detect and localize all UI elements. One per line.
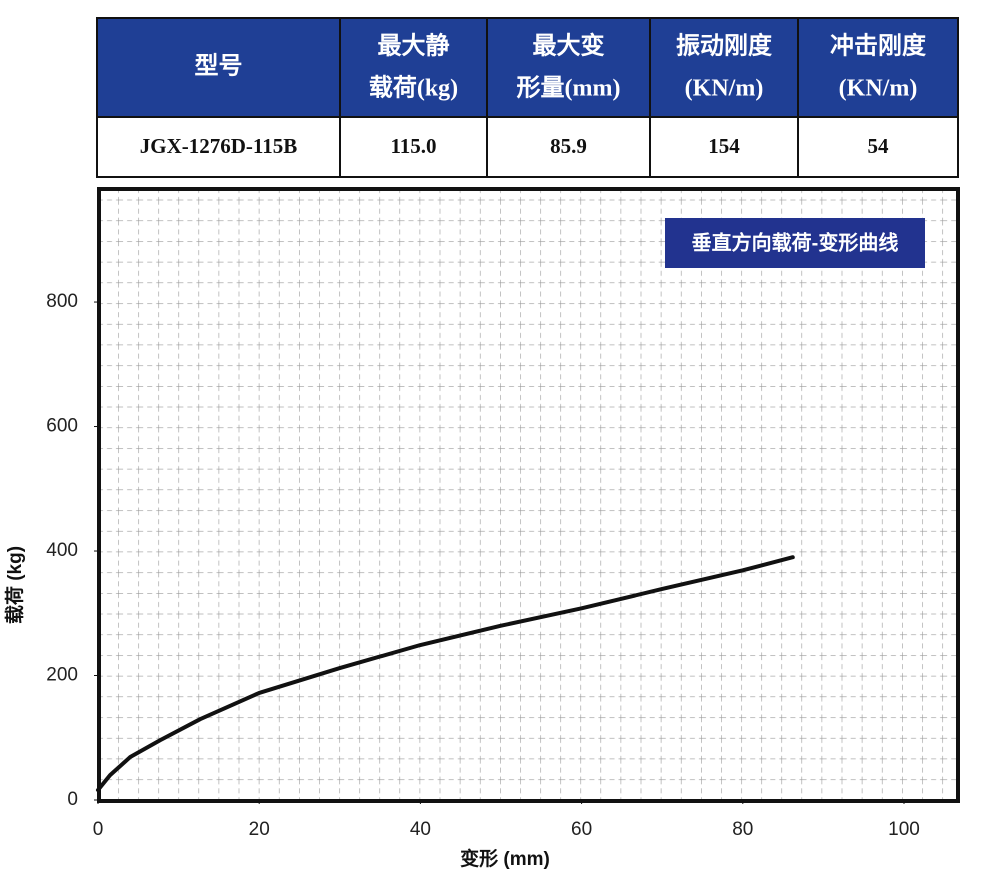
table-cell: 85.9	[550, 134, 587, 158]
table-header: (KN/m)	[839, 76, 918, 102]
x-tick-label: 20	[249, 819, 270, 840]
x-tick-label: 0	[93, 819, 104, 840]
table-header: 最大变	[533, 32, 605, 60]
x-axis-label: 变形 (mm)	[460, 847, 550, 870]
y-tick-label: 0	[67, 789, 78, 810]
x-tick-label: 100	[888, 819, 920, 840]
y-tick-label: 600	[46, 416, 78, 437]
table-header: 型号	[195, 53, 243, 80]
x-tick-label: 80	[732, 819, 753, 840]
title-box	[665, 218, 925, 268]
table-header: 载荷(kg)	[369, 75, 458, 102]
table-header: (KN/m)	[685, 76, 764, 102]
table-cell: 115.0	[390, 134, 436, 158]
table-cell: 154	[708, 134, 740, 158]
table-cell: JGX-1276D-115B	[140, 134, 298, 158]
table-header: 冲击刚度	[830, 32, 927, 60]
y-tick-label: 400	[46, 540, 78, 561]
y-tick-label: 200	[46, 665, 78, 686]
table-header: 形量(mm)	[517, 75, 621, 102]
y-tick-label: 800	[46, 291, 78, 312]
chart-title: 垂直方向载荷-变形曲线	[692, 230, 899, 254]
table-header: 振动刚度	[676, 32, 773, 60]
table-header-bg	[97, 18, 958, 117]
plot-frame	[97, 187, 960, 803]
data-line	[96, 555, 795, 793]
x-tick-label: 40	[410, 819, 431, 840]
table-header: 最大静	[378, 33, 450, 60]
x-tick-label: 60	[571, 819, 592, 840]
table-border	[96, 17, 959, 178]
y-axis-label: 载荷 (kg)	[3, 546, 26, 624]
table-cell: 54	[868, 134, 890, 158]
